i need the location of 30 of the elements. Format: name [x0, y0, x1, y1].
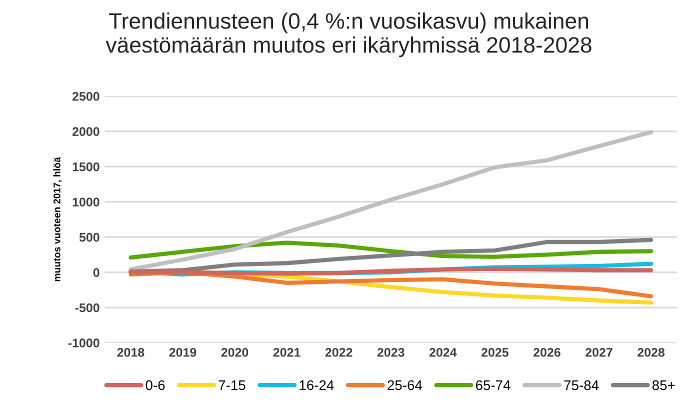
x-tick-label: 2028	[638, 348, 665, 357]
y-tick-label: 1500	[72, 162, 100, 172]
legend-label: 7-15	[218, 380, 246, 390]
y-tick-label: 500	[79, 232, 100, 242]
x-tick-label: 2020	[221, 348, 248, 357]
legend-label: 25-64	[388, 380, 422, 390]
y-tick-label: -1000	[68, 338, 100, 348]
legend-label: 0-6	[146, 380, 165, 390]
x-tick-label: 2018	[117, 348, 144, 357]
x-tick-label: 2025	[481, 348, 508, 357]
x-tick-label: 2019	[169, 348, 196, 357]
y-tick-label: 0	[93, 268, 100, 277]
y-tick-label: -500	[75, 303, 100, 312]
legend-label: 65-74	[476, 380, 510, 390]
y-tick-label: 2500	[72, 92, 100, 101]
legend-label: 75-84	[564, 380, 599, 390]
x-tick-label: 2023	[377, 348, 404, 357]
chart-title: Trendiennusteen (0,4 %:n vuosikasvu) mukainen väestömäärän muutos eri ikäryhmissä 2018-2028	[106, 12, 592, 58]
y-tick-label: 1000	[72, 198, 100, 206]
y-tick-label: 2000	[72, 127, 100, 136]
x-tick-label: 2027	[586, 348, 612, 357]
line-series	[128, 240, 654, 260]
legend-label: 16-24	[300, 380, 334, 390]
legend-label: 85+	[652, 380, 675, 390]
x-tick-label: 2022	[325, 348, 352, 357]
x-tick-label: 2024	[429, 348, 457, 357]
line-series	[128, 130, 654, 272]
x-tick-label: 2021	[273, 348, 300, 357]
x-tick-label: 2026	[534, 348, 560, 357]
y-axis-title: muutos vuoteen 2017, hlöä	[53, 157, 62, 282]
